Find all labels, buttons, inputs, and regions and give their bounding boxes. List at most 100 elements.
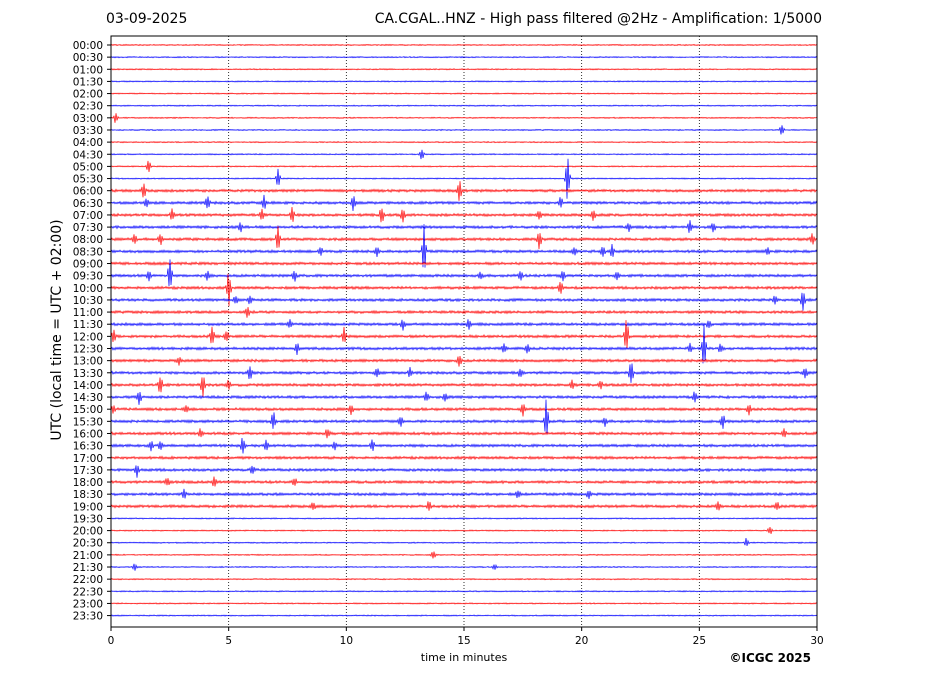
trace-21:00 [110,551,818,559]
x-tick-label: 20 [575,635,588,647]
seismic-traces [110,43,818,617]
y-tick-label: 07:00 [73,210,103,222]
y-tick-label: 17:00 [73,453,103,465]
plot-frame [110,35,818,628]
trace-09:30 [110,259,818,287]
y-tick-label: 01:00 [73,64,103,76]
trace-23:00 [110,602,818,605]
y-tick-label: 00:00 [73,40,103,52]
trace-06:30 [110,194,818,211]
y-tick-label: 07:30 [73,222,103,234]
trace-14:30 [110,391,818,405]
y-tick-label: 16:30 [73,441,103,453]
trace-16:30 [110,437,818,454]
y-tick-label: 04:00 [73,137,103,149]
copyright-label: ©ICGC 2025 [729,651,811,665]
trace-13:30 [110,363,818,383]
trace-02:30 [110,104,818,107]
trace-22:30 [110,590,818,593]
y-tick-label: 05:00 [73,161,103,173]
y-tick-label: 05:30 [73,174,103,186]
trace-01:00 [110,68,818,71]
y-tick-label: 03:00 [73,113,103,125]
y-tick-label: 08:00 [73,234,103,246]
y-tick-label: 18:30 [73,489,103,501]
trace-02:00 [110,92,818,95]
trace-04:30 [110,149,818,160]
trace-07:00 [110,206,818,223]
trace-11:30 [110,319,818,331]
y-tick-label: 13:30 [73,368,103,380]
trace-22:00 [110,577,818,581]
y-tick-label: 09:30 [73,271,103,283]
y-axis-ticks: 00:0000:3001:0001:3002:0002:3003:0003:30… [73,40,111,623]
trace-18:00 [110,476,818,487]
y-tick-label: 22:30 [73,586,103,598]
y-axis-label: UTC (local time = UTC + 02:00) [49,219,65,441]
trace-03:30 [110,125,818,135]
trace-19:30 [110,517,818,520]
trace-01:30 [110,80,818,83]
trace-07:30 [110,220,818,233]
date-label: 03-09-2025 [106,11,188,27]
y-tick-label: 12:00 [73,331,103,343]
trace-17:00 [110,455,818,461]
y-tick-label: 20:30 [73,538,103,550]
y-tick-label: 14:00 [73,380,103,392]
y-tick-label: 18:00 [73,477,103,489]
trace-00:30 [110,55,818,59]
trace-08:30 [110,224,818,268]
x-tick-label: 30 [810,635,823,647]
y-tick-label: 04:30 [73,149,103,161]
trace-12:30 [110,324,818,364]
y-tick-label: 06:00 [73,186,103,198]
trace-13:00 [110,356,818,367]
trace-20:00 [110,527,818,534]
y-tick-label: 15:30 [73,416,103,428]
trace-04:00 [110,140,818,144]
y-tick-label: 17:30 [73,465,103,477]
trace-17:30 [110,465,818,478]
trace-12:00 [110,320,818,349]
x-axis-label: time in minutes [420,651,508,664]
trace-03:00 [110,113,818,123]
trace-20:30 [110,537,818,546]
trace-06:00 [110,181,818,201]
y-tick-label: 08:30 [73,246,103,258]
trace-15:00 [110,404,818,417]
trace-05:00 [110,160,818,173]
y-tick-label: 23:30 [73,611,103,623]
y-tick-label: 02:30 [73,101,103,113]
y-tick-label: 10:30 [73,295,103,307]
trace-19:00 [110,501,818,511]
y-tick-label: 11:00 [73,307,103,319]
y-tick-label: 03:30 [73,125,103,137]
trace-08:00 [110,226,818,250]
y-tick-label: 10:00 [73,283,103,295]
y-tick-label: 11:30 [73,319,103,331]
trace-10:30 [110,292,818,311]
x-tick-label: 5 [225,635,232,647]
y-tick-label: 21:30 [73,562,103,574]
y-tick-label: 23:00 [73,598,103,610]
x-tick-label: 10 [340,635,353,647]
trace-00:00 [110,43,818,47]
trace-23:30 [110,614,818,617]
x-tick-label: 25 [693,635,706,647]
y-tick-label: 15:00 [73,404,103,416]
trace-09:00 [110,261,818,266]
y-tick-label: 20:00 [73,526,103,538]
y-tick-label: 13:00 [73,356,103,368]
y-tick-label: 16:00 [73,428,103,440]
trace-14:00 [110,377,818,397]
x-axis-ticks: 0 5 10 15 20 25 30 [108,627,824,647]
trace-11:00 [110,307,818,318]
y-tick-label: 22:00 [73,574,103,586]
y-tick-label: 19:00 [73,501,103,513]
y-tick-label: 01:30 [73,76,103,88]
x-tick-label: 0 [108,635,115,647]
trace-18:30 [110,488,818,499]
y-tick-label: 12:30 [73,344,103,356]
y-tick-label: 21:00 [73,550,103,562]
